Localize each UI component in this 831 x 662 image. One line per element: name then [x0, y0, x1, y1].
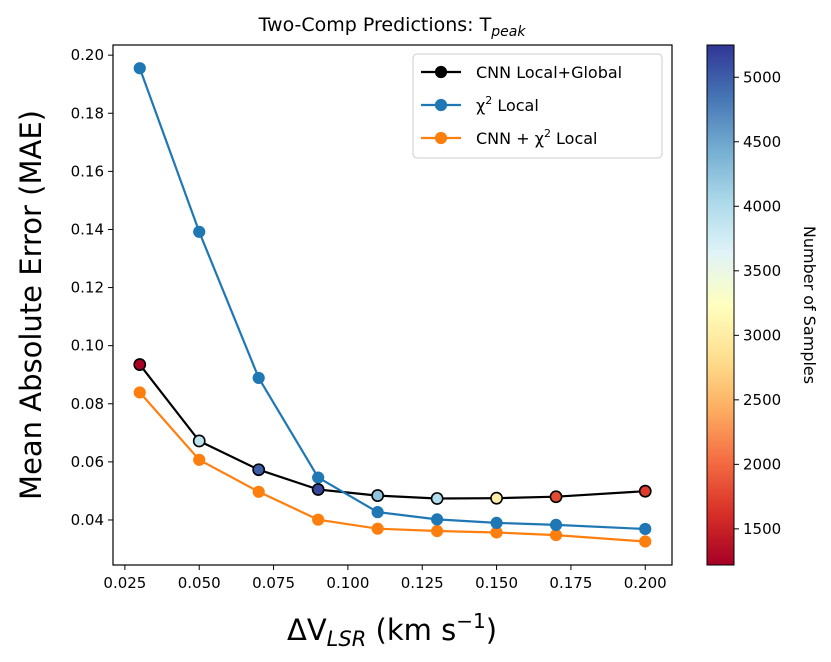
data-point-s0-3: [311, 483, 325, 496]
x-axis-label: ΔVLSR (km s−1): [287, 609, 497, 651]
x-tick-label: 0.125: [401, 574, 444, 592]
data-point-s1-0: [133, 62, 146, 75]
data-point-s1-2: [252, 371, 265, 385]
legend-label-0: CNN Local+Global: [476, 63, 622, 82]
colorbar-tick-label: 3000: [743, 326, 781, 344]
data-point-s1-1: [193, 225, 206, 238]
data-point-s2-4: [371, 522, 384, 535]
data-point-s0-1: [192, 434, 206, 448]
colorbar-tick-label: 1500: [743, 520, 781, 538]
y-axis-label: Mean Absolute Error (MAE): [14, 110, 48, 500]
y-tick-label: 0.20: [71, 46, 104, 64]
series-line-2: [138, 391, 646, 543]
colorbar-tick-label: 2500: [743, 391, 781, 409]
data-point-s1-4: [371, 506, 384, 519]
data-point-s2-2: [252, 485, 265, 498]
y-tick-label: 0.08: [71, 395, 104, 413]
data-point-s1-7: [549, 518, 563, 532]
chart-title: Two-Comp Predictions: Tpeak: [258, 14, 527, 40]
data-point-s0-5: [430, 492, 444, 505]
data-point-s2-7: [549, 528, 563, 542]
data-point-s2-3: [312, 513, 325, 526]
legend-marker-1: [434, 98, 448, 112]
data-point-s0-0: [133, 358, 147, 371]
colorbar-tick-label: 3500: [743, 262, 781, 280]
x-tick-label: 0.175: [549, 574, 592, 592]
plot-frame: [112, 44, 673, 566]
x-tick-label: 0.050: [178, 574, 221, 592]
data-point-s0-7: [549, 490, 563, 504]
data-point-s0-8: [638, 484, 652, 498]
x-tick-label: 0.100: [326, 574, 369, 592]
data-point-s2-5: [431, 524, 444, 538]
x-tick-label: 0.200: [624, 574, 667, 592]
legend-label-2: CNN + χ2 Local: [476, 127, 598, 148]
colorbar-tick-label: 4500: [743, 133, 781, 151]
y-tick-label: 0.04: [71, 511, 104, 529]
colorbar: 1500 2000 2500 3000 3500 4000 4500 5000 Number …: [706, 44, 819, 566]
data-point-s1-8: [639, 522, 652, 536]
data-point-s2-0: [133, 386, 146, 399]
colorbar-tick-label: 5000: [743, 68, 781, 86]
colorbar-gradient: [706, 44, 735, 566]
data-point-s0-4: [371, 489, 385, 502]
legend-box: [412, 53, 663, 159]
data-point-s0-2: [252, 463, 266, 477]
y-tick-label: 0.16: [71, 162, 104, 180]
data-point-s1-5: [431, 513, 444, 526]
data-point-s2-1: [193, 453, 206, 466]
data-point-s2-8: [639, 535, 652, 548]
colorbar-label: Number of Samples: [800, 226, 819, 384]
y-tick-label: 0.12: [71, 279, 104, 297]
colorbar-tick-label: 4000: [743, 197, 781, 215]
x-tick-label: 0.150: [475, 574, 518, 592]
legend-marker-0: [434, 65, 448, 79]
data-point-s0-6: [490, 491, 503, 505]
data-point-s1-6: [490, 516, 503, 529]
legend-label-1: χ2 Local: [476, 94, 539, 115]
y-tick-label: 0.10: [71, 337, 104, 355]
series-line-0: [138, 363, 646, 500]
y-tick-label: 0.18: [71, 104, 104, 122]
data-point-s1-3: [312, 471, 325, 484]
colorbar-tick-label: 2000: [743, 455, 781, 473]
y-tick-label: 0.06: [71, 453, 104, 471]
legend: CNN Local+Global χ2 Local CNN + χ2 Local: [412, 53, 663, 159]
x-tick-label: 0.025: [103, 574, 146, 592]
x-tick-label: 0.075: [252, 574, 295, 592]
y-tick-label: 0.14: [71, 220, 104, 238]
legend-marker-2: [434, 131, 448, 145]
